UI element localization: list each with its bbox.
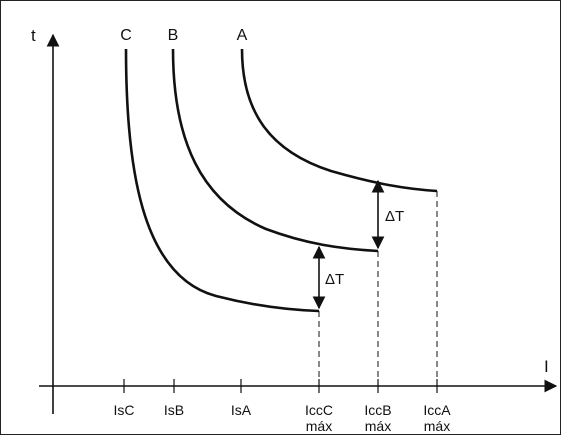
tick-label-isc: IsC	[114, 402, 135, 418]
curve-c	[124, 48, 320, 313]
curve-label-a: A	[237, 27, 248, 44]
tick-label-icca: IccA	[423, 402, 451, 418]
tick-label-isb: IsB	[164, 402, 184, 418]
delta-label-2: ΔT	[385, 208, 404, 225]
x-axis-label: I	[544, 357, 549, 376]
tick-label-iccb: IccB	[364, 402, 391, 418]
curve-b	[171, 48, 379, 253]
curve-label-c: C	[120, 27, 132, 44]
curve-label-b: B	[168, 27, 179, 44]
delta-label-1: ΔT	[325, 271, 344, 288]
tick-label-isa: IsA	[231, 402, 252, 418]
y-axis-label: t	[31, 26, 36, 45]
tick-label-iccc: IccC	[305, 402, 333, 418]
tick-sublabel-iccc: máx	[306, 418, 332, 434]
curve-a	[240, 48, 438, 193]
tick-sublabel-iccb: máx	[365, 418, 391, 434]
tick-sublabel-icca: máx	[424, 418, 450, 434]
